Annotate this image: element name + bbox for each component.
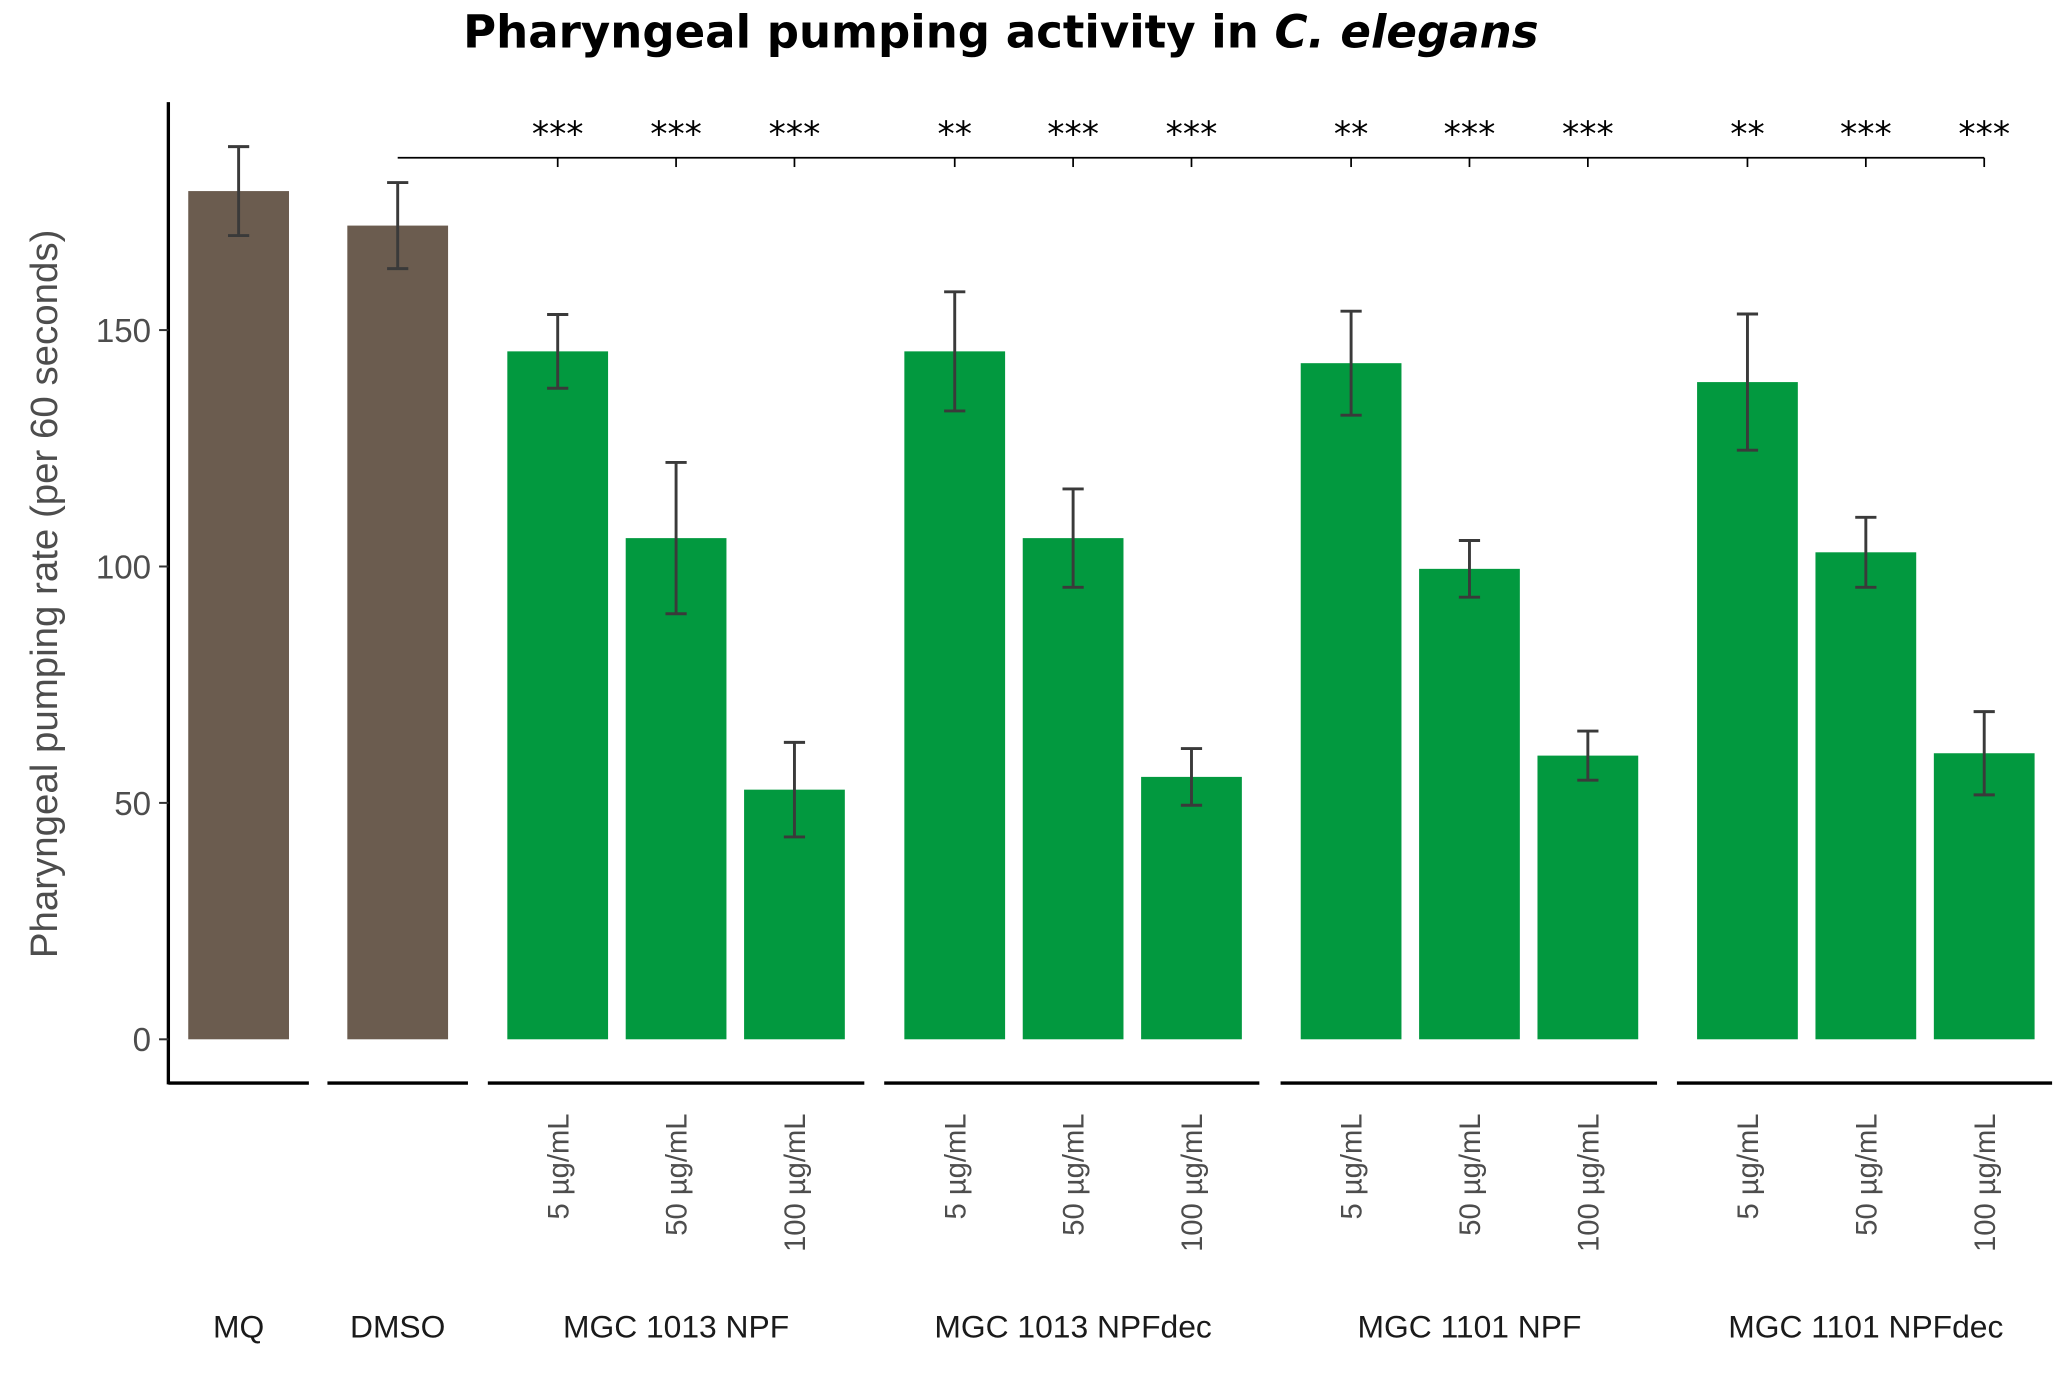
x-tick-label: 100 µg/mL — [780, 1114, 812, 1252]
significance-label: ** — [938, 115, 972, 155]
bar — [1933, 753, 2035, 1040]
bar — [188, 191, 289, 1040]
y-tick-label: 100 — [96, 549, 151, 586]
chart-title: Pharyngeal pumping activity in C. elegan… — [463, 6, 1538, 59]
x-tick-label: 100 µg/mL — [1970, 1114, 2002, 1252]
significance-label: *** — [1444, 115, 1496, 155]
significance-label: *** — [1166, 115, 1218, 155]
bar — [1022, 538, 1124, 1040]
bar — [904, 351, 1006, 1040]
x-tick-label: 50 µg/mL — [1059, 1114, 1091, 1236]
y-tick-label: 150 — [96, 313, 151, 350]
x-tick-label: 5 µg/mL — [940, 1114, 972, 1220]
significance-label: *** — [1958, 115, 2010, 155]
group-label: MQ — [213, 1309, 264, 1345]
bar — [1815, 552, 1917, 1040]
significance-label: *** — [1840, 115, 1892, 155]
bar — [625, 538, 727, 1040]
bar — [1537, 755, 1639, 1040]
significance-label: ** — [1334, 115, 1368, 155]
x-tick-label: 50 µg/mL — [1455, 1114, 1487, 1236]
x-tick-label: 100 µg/mL — [1573, 1114, 1605, 1252]
group-label: MGC 1101 NPFdec — [1728, 1309, 2003, 1345]
y-axis-label: Pharyngeal pumping rate (per 60 seconds) — [23, 230, 66, 959]
bar — [507, 351, 609, 1040]
bar — [1141, 776, 1242, 1040]
group-label: MGC 1013 NPF — [563, 1309, 789, 1345]
x-tick-label: 5 µg/mL — [1337, 1114, 1369, 1220]
group-label: DMSO — [350, 1309, 445, 1345]
group-label: MGC 1101 NPF — [1358, 1309, 1582, 1345]
significance-label: *** — [1047, 115, 1099, 155]
significance-label: ** — [1730, 115, 1764, 155]
y-tick-label: 0 — [133, 1022, 151, 1059]
bar — [1300, 363, 1402, 1040]
bar — [1697, 382, 1798, 1040]
x-tick-label: 100 µg/mL — [1177, 1114, 1209, 1252]
significance-label: *** — [650, 115, 702, 155]
bar — [347, 225, 449, 1040]
significance-label: *** — [769, 115, 821, 155]
x-tick-label: 50 µg/mL — [662, 1114, 694, 1236]
significance-label: *** — [532, 115, 584, 155]
y-tick-label: 50 — [114, 786, 151, 823]
x-tick-label: 5 µg/mL — [1733, 1114, 1765, 1220]
significance-label: *** — [1562, 115, 1614, 155]
x-tick-label: 5 µg/mL — [543, 1114, 575, 1220]
x-tick-label: 50 µg/mL — [1851, 1114, 1883, 1236]
bar — [1419, 568, 1520, 1040]
group-label: MGC 1013 NPFdec — [934, 1309, 1212, 1345]
